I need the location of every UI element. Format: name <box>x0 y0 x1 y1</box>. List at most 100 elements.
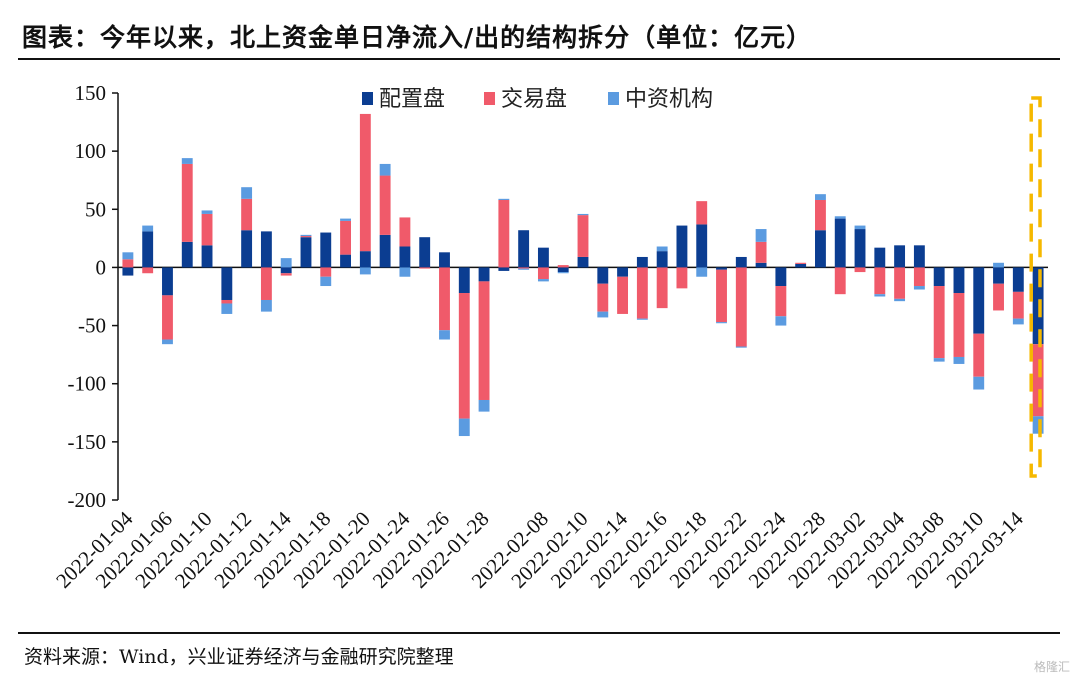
legend-label: 配置盘 <box>379 87 445 112</box>
bar-segment-trading <box>636 267 648 319</box>
bar-segment-trading <box>854 267 866 273</box>
bar-segment-chinese-institution <box>162 339 173 345</box>
bar-segment-allocation <box>260 231 272 268</box>
bar-segment-chinese-institution <box>973 376 985 390</box>
bar-segment-allocation <box>577 256 589 268</box>
bar-segment-trading <box>656 267 668 309</box>
y-tick-label: 0 <box>96 255 107 279</box>
y-tick-label: -150 <box>68 430 107 454</box>
bar-segment-allocation <box>953 267 965 294</box>
bar-segment-allocation <box>597 267 609 284</box>
bar-segment-chinese-institution <box>557 272 569 274</box>
bar-segment-chinese-institution <box>834 216 846 219</box>
bar-segment-chinese-institution <box>399 267 411 277</box>
bar-segment-chinese-institution <box>854 225 866 230</box>
bar-segment-allocation <box>815 230 826 268</box>
bar-segment-allocation <box>755 262 767 268</box>
bar-segment-allocation <box>280 267 292 274</box>
bar-segment-allocation <box>221 267 233 300</box>
bar-segment-chinese-institution <box>458 418 470 437</box>
bar-segment-trading <box>518 267 530 269</box>
x-tick-labels: 2022-01-042022-01-062022-01-102022-01-12… <box>51 506 1028 593</box>
bar-segment-trading <box>973 333 985 377</box>
bar-segment-allocation <box>379 234 391 268</box>
bar-segment-trading <box>221 299 233 304</box>
bar-segment-trading <box>419 267 431 269</box>
bar-segment-trading <box>537 267 549 280</box>
header-rule <box>18 58 1060 60</box>
bar-segment-trading <box>300 236 312 238</box>
bar-segment-trading <box>142 267 154 274</box>
bar-segment-chinese-institution <box>340 218 351 221</box>
legend: 配置盘 交易盘 中资机构 <box>362 87 713 112</box>
bar-segment-allocation <box>913 245 925 268</box>
bar-segment-allocation <box>241 230 253 268</box>
bar-segment-chinese-institution <box>735 346 747 348</box>
bar-segment-chinese-institution <box>815 194 826 200</box>
bar-segment-trading <box>676 267 688 289</box>
bar-segment-chinese-institution <box>913 286 925 290</box>
bar-segment-chinese-institution <box>1032 416 1044 434</box>
source-note: 资料来源：Wind，兴业证券经济与金融研究院整理 <box>24 646 454 668</box>
bar-segment-trading <box>874 267 886 295</box>
bar-segment-trading <box>894 267 906 299</box>
bar-segment-chinese-institution <box>181 158 193 164</box>
bar-segment-allocation <box>518 230 530 268</box>
bar-segment-allocation <box>419 237 431 268</box>
bar-segment-trading <box>775 286 787 317</box>
bar-segment-chinese-institution <box>953 356 965 364</box>
bar-segment-chinese-institution <box>142 225 154 232</box>
bar-segment-allocation <box>973 267 985 334</box>
axes: 150 100 50 0 -50 -100 -150 -200 <box>68 81 1048 512</box>
bar-segment-chinese-institution <box>260 299 272 312</box>
bar-segment-trading <box>1032 344 1044 417</box>
bar-segment-allocation <box>933 267 945 287</box>
bar-segment-allocation <box>439 252 450 268</box>
y-tick-label: -200 <box>68 488 107 512</box>
bar-segment-allocation <box>122 267 134 276</box>
bar-segment-allocation <box>300 237 312 268</box>
bar-segment-chinese-institution <box>300 234 312 237</box>
bar-segment-chinese-institution <box>478 399 490 412</box>
bar-segment-trading <box>913 267 925 287</box>
legend-swatch <box>362 92 373 105</box>
bar-segment-chinese-institution <box>518 268 530 270</box>
bar-segment-chinese-institution <box>933 358 945 362</box>
highlight-box <box>1029 96 1042 478</box>
bar-segment-trading <box>122 259 134 268</box>
footer-rule <box>18 632 1060 634</box>
bar-segment-chinese-institution <box>874 294 886 297</box>
bar-segment-trading <box>241 198 253 231</box>
bar-segment-allocation <box>854 229 866 268</box>
bar-segment-chinese-institution <box>280 258 292 268</box>
bar-segment-chinese-institution <box>498 198 510 200</box>
bar-segment-chinese-institution <box>221 303 233 314</box>
bar-segment-allocation <box>676 225 688 268</box>
bar-segment-chinese-institution <box>894 298 906 302</box>
bar-segment-trading <box>953 293 965 357</box>
bar-segment-trading <box>201 213 213 246</box>
y-tick-label: 50 <box>85 197 106 221</box>
bar-segment-allocation <box>320 232 332 268</box>
bar-segment-allocation <box>656 251 668 268</box>
bar-segment-trading <box>696 201 708 225</box>
bar-segment-chinese-institution <box>993 262 1004 268</box>
bar-segment-allocation <box>696 224 708 268</box>
bar-segment-allocation <box>359 251 371 268</box>
bar-segment-chinese-institution <box>379 163 391 176</box>
bar-segment-trading <box>815 199 826 231</box>
y-tick-label: -50 <box>78 314 106 338</box>
bar-segment-chinese-institution <box>636 318 648 320</box>
bar-segment-allocation <box>537 247 549 268</box>
bar-segment-trading <box>498 199 510 268</box>
bar-segment-allocation <box>498 267 510 271</box>
bar-segment-chinese-institution <box>696 267 708 277</box>
bar-segment-allocation <box>993 267 1004 284</box>
bar-segment-chinese-institution <box>1012 318 1024 325</box>
stacked-bar-chart: 150 100 50 0 -50 -100 -150 -200 2022-01-042022-… <box>51 81 1048 593</box>
bar-segment-allocation <box>458 267 470 294</box>
bar-segment-trading <box>577 215 589 257</box>
bar-segment-allocation <box>636 256 648 268</box>
highlight-box-rect <box>1029 96 1042 478</box>
bar-segment-trading <box>458 293 470 419</box>
